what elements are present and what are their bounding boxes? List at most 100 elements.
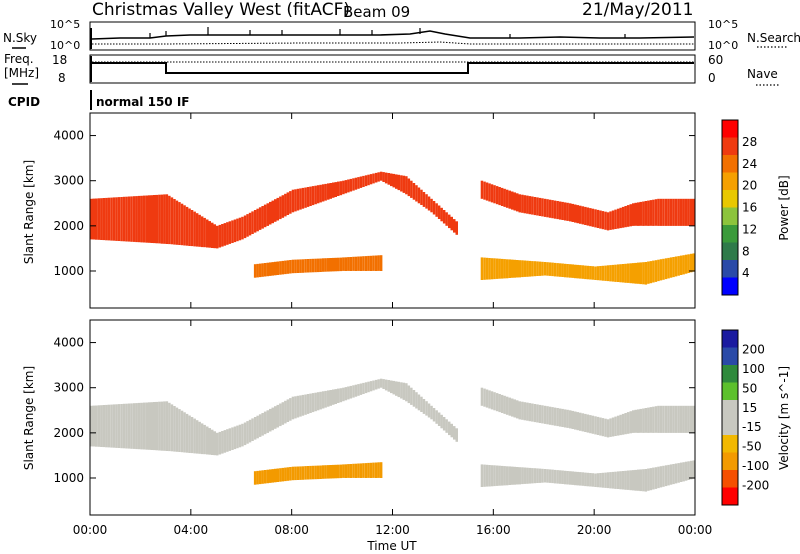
echo-band-0-cell [248, 419, 252, 443]
echo-band-0-cell [455, 428, 458, 442]
echo-band-2-cell [311, 465, 315, 480]
echo-band-0-cell [253, 210, 257, 233]
colorbar-cell [722, 347, 738, 366]
echo-band-1-cell [521, 194, 524, 213]
echo-band-1-cell [614, 209, 617, 229]
echo-band-3-cell [505, 466, 509, 486]
echo-band-1-cell [616, 415, 620, 436]
colorbar-cell [722, 435, 738, 453]
echo-band-3-cell [674, 463, 678, 484]
echo-band-0-cell [440, 414, 443, 429]
echo-band-0-cell [294, 189, 297, 212]
echo-band-3-cell [518, 260, 521, 278]
echo-band-3-cell [541, 468, 544, 483]
echo-band-0-cell [228, 221, 232, 244]
echo-band-0-cell [332, 182, 335, 198]
echo-band-0-cell [395, 174, 398, 189]
echo-band-3-cell [528, 260, 532, 277]
velocity-colorbar-cells [722, 330, 738, 506]
echo-band-3-cell [526, 467, 529, 484]
echo-band-2-cell [274, 468, 277, 483]
echo-band-1-cell [503, 188, 506, 207]
echo-band-3-cell [687, 254, 690, 273]
echo-band-3-cell [553, 469, 557, 484]
echo-band-1-cell [632, 410, 635, 433]
nave-label: Nave [747, 67, 778, 81]
echo-band-0-cell [160, 401, 164, 451]
y-tick-label: 3000 [53, 174, 84, 188]
echo-band-1-cell [541, 405, 544, 424]
y-tick-label: 4000 [53, 336, 84, 350]
echo-band-3-cell [634, 262, 637, 284]
echo-band-1-cell [556, 201, 559, 220]
echo-band-3-cell [624, 263, 627, 283]
echo-band-0-cell [289, 398, 292, 421]
echo-band-3-cell [516, 260, 519, 278]
echo-band-0-cell [410, 180, 413, 198]
echo-band-3-cell [538, 468, 542, 483]
echo-band-0-cell [200, 423, 204, 455]
echo-band-1-cell [505, 396, 509, 415]
echo-band-0-cell [316, 392, 320, 411]
echo-band-0-cell [332, 389, 335, 405]
echo-band-3-cell [629, 263, 632, 284]
echo-band-1-cell [574, 411, 577, 430]
echo-band-0-cell [284, 400, 287, 424]
echo-band-2-cell [342, 464, 345, 478]
power-ylabel: Slant Range [km] [22, 160, 36, 264]
power-frame [89, 112, 696, 309]
echo-band-1-cell [498, 394, 501, 413]
echo-band-1-cell [639, 201, 642, 226]
time-x-ticks: 00:00 04:00 08:00 12:00 16:00 20:00 00:00 [73, 113, 712, 537]
echo-band-0-cell [437, 205, 441, 219]
echo-band-2-cell [321, 465, 325, 479]
echo-band-0-cell [102, 405, 106, 448]
echo-band-0-cell [286, 192, 290, 215]
echo-band-0-cell [127, 196, 131, 242]
echo-band-0-cell [422, 192, 426, 207]
echo-band-2-cell [279, 468, 282, 482]
echo-band-0-cell [203, 217, 206, 248]
echo-band-0-cell [251, 418, 254, 441]
echo-band-0-cell [450, 423, 453, 438]
echo-band-3-cell [647, 261, 650, 284]
echo-band-1-cell [569, 203, 572, 222]
echo-band-0-cell [238, 424, 242, 448]
echo-band-3-cell [634, 469, 637, 491]
echo-band-0-cell [286, 399, 290, 422]
echo-band-0-cell [132, 403, 136, 449]
echo-band-3-cell [679, 462, 683, 482]
echo-band-1-cell [606, 212, 610, 231]
echo-band-0-cell [334, 389, 337, 404]
echo-band-1-cell [576, 412, 579, 431]
echo-band-2-cell [377, 255, 380, 271]
echo-band-0-cell [185, 206, 189, 246]
echo-band-0-cell [362, 175, 365, 187]
echo-band-1-cell [692, 405, 695, 433]
echo-band-0-cell [241, 216, 244, 240]
echo-band-3-cell [621, 264, 625, 283]
echo-band-3-cell [667, 464, 670, 486]
echo-band-1-cell [574, 204, 577, 223]
echo-band-1-cell [528, 403, 532, 422]
echo-band-0-cell [339, 181, 343, 196]
echo-band-0-cell [236, 425, 239, 449]
echo-band-0-cell [127, 403, 131, 449]
echo-band-2-cell [256, 470, 259, 485]
echo-band-3-cell [581, 472, 585, 486]
echo-band-0-cell [314, 185, 317, 205]
y-tick-label: 1000 [53, 471, 84, 485]
echo-band-3-cell [614, 471, 617, 489]
echo-band-1-cell [490, 391, 494, 410]
echo-band-0-cell [269, 408, 272, 432]
colorbar-cell [722, 400, 738, 418]
echo-band-3-cell [551, 469, 554, 484]
echo-band-2-cell [329, 465, 332, 479]
echo-band-1-cell [538, 404, 542, 423]
echo-band-0-cell [226, 222, 229, 245]
echo-band-0-cell [218, 431, 222, 455]
echo-band-3-cell [609, 472, 612, 489]
echo-band-0-cell [374, 379, 378, 390]
echo-band-0-cell [412, 390, 416, 407]
